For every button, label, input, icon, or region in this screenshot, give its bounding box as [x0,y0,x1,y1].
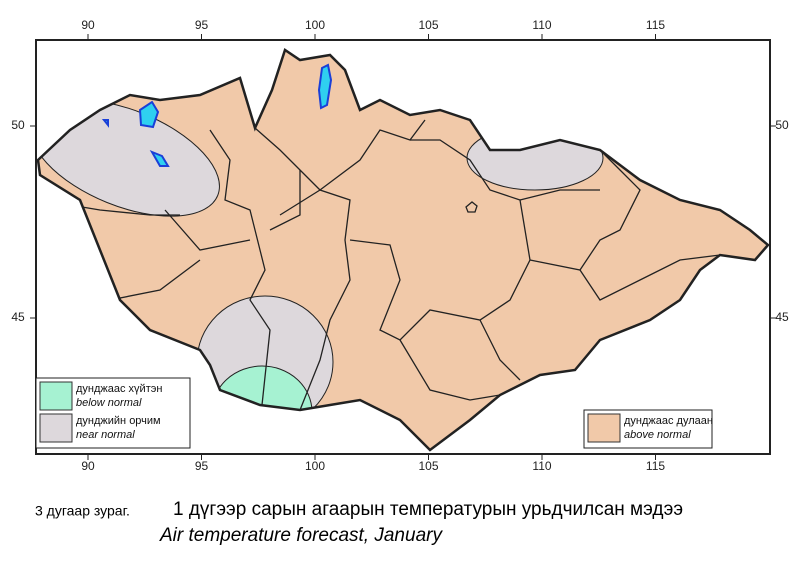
lon-label: 110 [532,18,551,32]
lon-label: 105 [418,459,438,473]
legend-swatch [587,413,621,443]
city-boundary [465,201,478,213]
lon-label: 90 [81,459,95,473]
lat-label: 45 [11,310,25,324]
legend-label-en: below normal [76,397,142,409]
legend-swatch [39,381,73,411]
legend-label: дунджийн орчим [76,415,161,427]
lat-label: 50 [11,118,25,132]
caption-title-en: Air temperature forecast, January [159,525,443,546]
legend: дунджаас хүйтэн below normal дунджийн орчи… [35,377,713,449]
lat-label: 45 [775,310,789,324]
legend-label-en: above normal [624,429,691,441]
caption-title: 1 дүгээр сарын агаарын температурын урьд… [173,499,683,520]
lon-label: 90 [81,18,95,32]
ticks: 90 90 95 95 100 100 105 105 110 110 115 115 50 50 45 45 [11,18,789,473]
legend-label-en: near normal [76,429,135,441]
lon-label: 105 [418,18,438,32]
caption-number: 3 дугаар зураг. [35,503,130,519]
legend-label: дунджаас дулаан [624,415,713,427]
lon-label: 115 [646,459,665,473]
lon-label: 115 [646,18,665,32]
lakes [101,63,333,167]
lon-label: 95 [195,459,209,473]
lon-label: 110 [532,459,551,473]
legend-swatch [39,413,73,443]
lon-label: 100 [305,459,325,473]
lat-label: 50 [775,118,789,132]
lon-label: 95 [195,18,209,32]
lon-label: 100 [305,18,325,32]
province-borders [39,119,721,411]
legend-label: дунджаас хүйтэн [76,383,162,395]
